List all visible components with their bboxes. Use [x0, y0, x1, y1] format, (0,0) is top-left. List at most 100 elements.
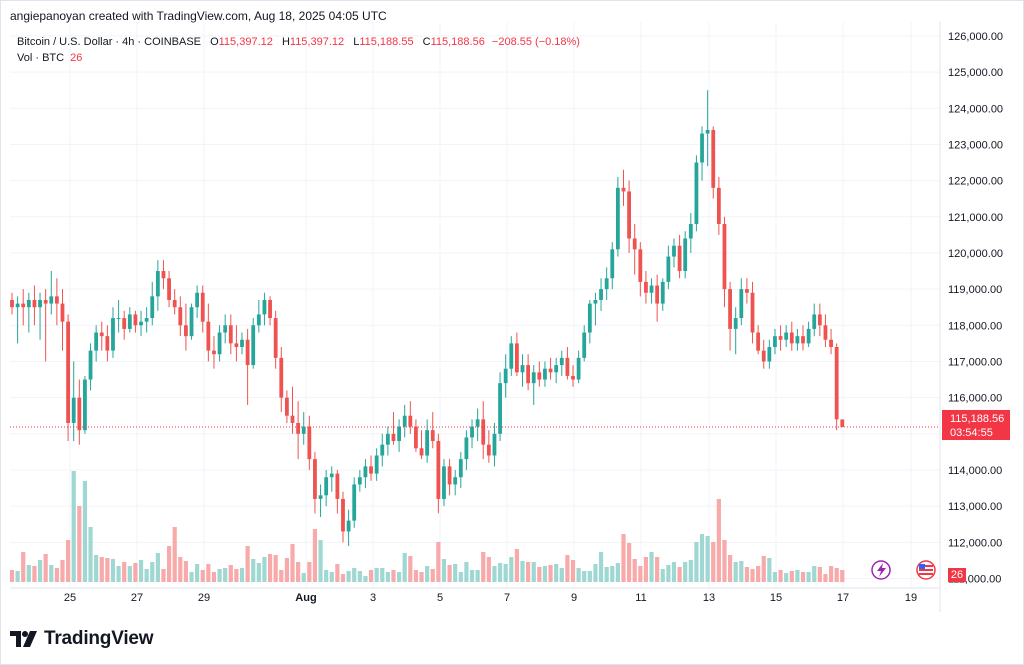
- bar-countdown: 03:54:55: [950, 427, 993, 439]
- candle-body: [632, 238, 637, 250]
- volume-bar: [705, 536, 710, 582]
- volume-bar: [615, 563, 620, 582]
- price-tick-label: 120,000.00: [948, 248, 1003, 260]
- candle-body: [576, 357, 581, 380]
- volume-bar: [570, 560, 576, 582]
- candle-body: [447, 466, 452, 485]
- volume-bar: [195, 564, 200, 582]
- time-tick-label: 19: [905, 592, 917, 604]
- candles: [10, 90, 845, 546]
- candle-body: [26, 299, 31, 308]
- volume-bar: [593, 564, 598, 582]
- legend-high-label: H: [281, 36, 290, 48]
- candle-body: [660, 281, 665, 304]
- candle-body: [38, 299, 42, 308]
- legend-volume-label: Vol · BTC: [17, 52, 65, 64]
- volume-bar: [711, 542, 716, 582]
- candle-body: [301, 426, 306, 434]
- volume-bar: [772, 572, 778, 582]
- candle-body: [722, 224, 727, 290]
- volume-bar: [497, 563, 503, 582]
- time-tick-label: Aug: [295, 592, 316, 604]
- candle-body: [10, 299, 14, 308]
- candle-body: [683, 238, 688, 272]
- volume-bar: [71, 471, 76, 582]
- volume-bar: [374, 568, 379, 582]
- volume-bar: [413, 570, 419, 582]
- price-tick-label: 118,000.00: [948, 320, 1002, 332]
- volume-bar: [211, 572, 217, 582]
- candle-body: [593, 299, 598, 304]
- volume-bar: [49, 565, 54, 582]
- volume-bar: [166, 546, 172, 582]
- volume-bar: [77, 506, 82, 582]
- volume-bar: [823, 574, 828, 582]
- candle-body: [335, 473, 340, 499]
- volume-bar: [542, 566, 548, 582]
- legend-volume-value: 26: [70, 52, 83, 64]
- candle-body: [773, 336, 777, 347]
- candle-body: [481, 419, 486, 445]
- volume-bar: [239, 568, 245, 582]
- candle-body: [475, 419, 480, 427]
- chart-area[interactable]: 111,000.00 112,000.00 113,000.00 114,000.00…: [0, 22, 1024, 612]
- legend-open: 115,397.12: [218, 36, 273, 48]
- candle-body: [739, 289, 744, 319]
- candle-body: [94, 332, 99, 351]
- volume-bar: [436, 542, 441, 582]
- volume-bar: [363, 576, 368, 582]
- volume-bar: [161, 569, 166, 582]
- candle-body: [385, 433, 390, 445]
- tradingview-logo[interactable]: TradingView: [10, 624, 154, 654]
- time-tick-label: 15: [770, 592, 782, 604]
- candle-body: [526, 365, 531, 384]
- volume-bar: [234, 569, 239, 582]
- legend-symbol: Bitcoin / U.S. Dollar · 4h · COINBASE: [17, 36, 201, 48]
- volume-bar: [475, 570, 480, 582]
- candle-body: [223, 325, 228, 333]
- volume-bar: [469, 570, 475, 582]
- volume-bar: [604, 567, 609, 582]
- candle-body: [206, 321, 211, 351]
- flag-us-icon[interactable]: [916, 560, 936, 580]
- candle-body: [234, 343, 239, 347]
- price-tick-label: 117,000.00: [948, 356, 1002, 368]
- candle-body: [144, 318, 149, 322]
- candle-body: [380, 444, 385, 456]
- candle-body: [644, 281, 648, 293]
- volume-bar: [290, 544, 295, 582]
- volume-bar: [223, 568, 228, 582]
- volume-bar: [324, 570, 329, 582]
- candle-body: [155, 271, 160, 297]
- candle-body: [217, 332, 222, 355]
- candle-body: [419, 448, 424, 456]
- lightning-icon[interactable]: [871, 560, 891, 580]
- price-chart[interactable]: 111,000.00112,000.00113,000.00114,000.00…: [0, 22, 1024, 612]
- candle-body: [83, 379, 87, 431]
- candle-body: [88, 350, 93, 380]
- volume-bar: [94, 555, 99, 582]
- time-tick-label: 5: [437, 592, 443, 604]
- candle-body: [290, 415, 295, 423]
- candle-body: [756, 332, 761, 351]
- candle-body: [127, 314, 132, 329]
- volume-bar: [21, 552, 26, 582]
- candle-body: [627, 191, 631, 239]
- candle-body: [54, 296, 59, 304]
- candle-body: [296, 422, 301, 434]
- price-tick-label: 113,000.00: [948, 501, 1002, 513]
- volume-bar: [492, 566, 497, 582]
- price-tick-label: 124,000.00: [948, 103, 1003, 115]
- candle-body: [139, 321, 143, 326]
- legend-close-label: C: [422, 36, 431, 48]
- candle-body: [823, 325, 828, 340]
- volume-bar: [806, 572, 811, 582]
- volume-bar: [722, 540, 727, 582]
- candle-body: [745, 289, 749, 293]
- price-tick-label: 126,000.00: [948, 31, 1003, 43]
- volume-bar: [812, 566, 817, 582]
- volume-bar: [144, 569, 149, 582]
- volume-bar: [464, 562, 469, 582]
- candle-body: [284, 397, 289, 416]
- candle-body: [458, 459, 463, 478]
